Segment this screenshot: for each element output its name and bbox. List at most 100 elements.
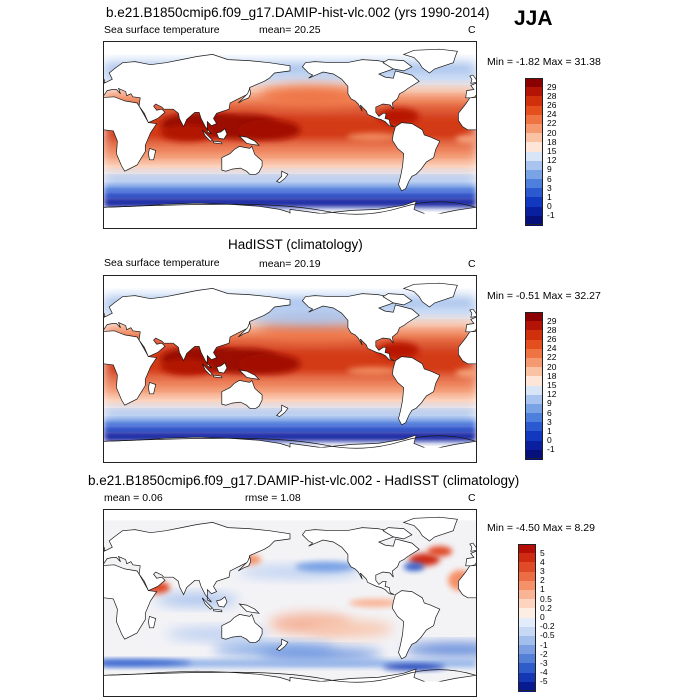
landmass [221, 613, 263, 643]
colorbar-tick-label: -4 [540, 667, 548, 678]
landmass [104, 330, 158, 406]
field-patch [238, 119, 301, 141]
colorbar-tick-label: -0.2 [540, 621, 555, 632]
colorbar-tick-label: 9 [547, 398, 552, 409]
landmass [238, 87, 252, 104]
colorbar-tick-label: 0 [547, 201, 552, 212]
colorbar-tick-label: 2 [540, 575, 545, 586]
landmass [382, 293, 413, 306]
colorbar-swatch [525, 215, 543, 226]
colorbar-tick-label: 0 [547, 435, 552, 446]
colorbar-tick-label: 6 [547, 173, 552, 184]
field-patch [259, 648, 383, 661]
field-band [104, 447, 476, 462]
colorbar-tick-label: 29 [547, 315, 557, 326]
panel3-map [103, 509, 477, 697]
season-label: JJA [514, 7, 553, 30]
panel3-unit-label: C [468, 492, 476, 504]
field-patch [259, 85, 363, 107]
colorbar-tick-label: 24 [547, 343, 557, 354]
landmass [465, 316, 476, 333]
field-band [104, 397, 476, 409]
colorbar-tick-label: -3 [540, 657, 548, 668]
panel2-title: HadISST (climatology) [228, 237, 363, 252]
colorbar-tick-label: 15 [547, 380, 557, 390]
panel2-minmax: Min = -0.51 Max = 32.27 [487, 290, 601, 302]
landmass [458, 331, 476, 365]
panel2-map [103, 275, 477, 463]
panel3-mean-label: mean = 0.06 [104, 492, 163, 504]
landmass [148, 381, 157, 395]
field-patch [455, 135, 476, 144]
colorbar-tick-label: 3 [547, 182, 552, 193]
colorbar-tick-label: 20 [547, 127, 557, 138]
landmass [238, 135, 260, 146]
colorbar-tick-label: 0.5 [540, 593, 552, 604]
field-patch [104, 659, 192, 667]
field-patch [346, 366, 399, 376]
landmass [104, 54, 291, 135]
colorbar-tick-label: 22 [547, 118, 557, 129]
landmass [216, 596, 228, 608]
colorbar-tick-label: 15 [547, 146, 557, 156]
colorbar-tick-label: 6 [547, 407, 552, 418]
field-patch [310, 620, 394, 638]
panel2-unit-label: C [468, 258, 476, 270]
landmass [301, 293, 420, 362]
landmass [201, 129, 214, 142]
colorbar-tick-label: -0.5 [540, 630, 555, 641]
field-band [104, 659, 476, 668]
field-band [104, 163, 476, 175]
landmass [402, 282, 458, 308]
landmass [148, 147, 157, 161]
colorbar-tick-label: 18 [547, 370, 557, 381]
field-band [104, 425, 476, 434]
colorbar-tick-label: 1 [540, 584, 545, 595]
panel2-mean-label: mean= 20.19 [259, 258, 321, 270]
colorbar-tick-label: -5 [540, 676, 548, 687]
landmass [469, 74, 476, 84]
landmass [104, 288, 291, 369]
colorbar-tick-label: 9 [547, 164, 552, 175]
landmass [238, 321, 252, 338]
colorbar-tick-label: 12 [547, 389, 557, 400]
field-band [104, 198, 476, 208]
landmass [391, 590, 441, 660]
colorbar-tick-label: 0.2 [540, 602, 552, 613]
panel1-minmax: Min = -1.82 Max = 31.38 [487, 56, 601, 68]
antarctic-coastline [104, 669, 476, 683]
panel1-title: b.e21.B1850cmip6.f09_g17.DAMIP-hist-vlc.… [106, 5, 490, 20]
landmass [301, 527, 420, 596]
colorbar-swatch [518, 681, 536, 692]
landmass [465, 82, 476, 99]
field-patch [403, 643, 476, 656]
field-band [104, 387, 476, 400]
field-band [104, 185, 476, 193]
colorbar-tick-label: 24 [547, 109, 557, 120]
antarctic-coastline [104, 435, 476, 449]
landmass [201, 597, 214, 610]
field-band [104, 432, 476, 442]
landmass [382, 59, 413, 72]
colorbar-tick-label: -1 [540, 639, 548, 650]
colorbar-tick-label: 22 [547, 352, 557, 363]
landmass [465, 550, 476, 567]
field-patch [238, 353, 301, 375]
landmass [391, 356, 441, 426]
landmass [104, 546, 106, 551]
landmass [148, 615, 157, 629]
field-patch [346, 132, 399, 142]
field-patch [383, 663, 445, 671]
landmass [104, 96, 158, 172]
colorbar-tick-label: 5 [540, 547, 545, 558]
antarctic-coastline [104, 201, 476, 215]
landmass [104, 564, 158, 640]
field-patch [160, 358, 213, 376]
field-band [104, 681, 476, 696]
colorbar-tick-label: 28 [547, 324, 557, 335]
landmass [213, 140, 223, 145]
panel2-variable-label: Sea surface temperature [104, 257, 220, 269]
field-patch [348, 598, 401, 608]
colorbar-tick-label: 0 [540, 612, 545, 622]
panel3-title: b.e21.B1850cmip6.f09_g17.DAMIP-hist-vlc.… [88, 473, 520, 488]
